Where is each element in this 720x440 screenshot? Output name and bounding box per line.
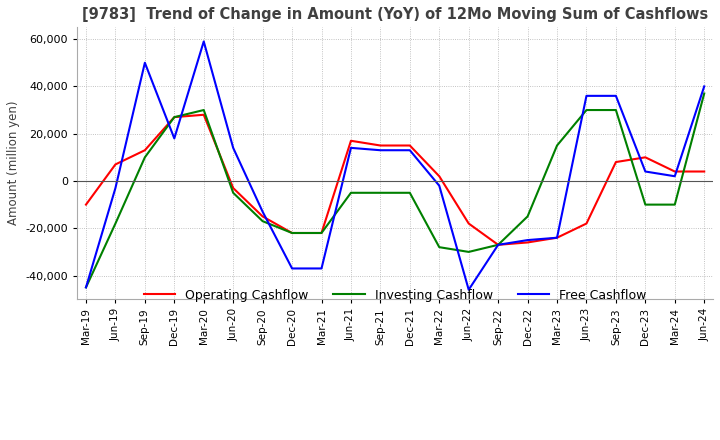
Investing Cashflow (494, 242, 503, 247)
Free Cashflow (376, 147, 384, 153)
Operating Cashflow (405, 143, 414, 148)
Investing Cashflow (376, 190, 384, 195)
Operating Cashflow (376, 143, 384, 148)
Free Cashflow (700, 84, 708, 89)
Investing Cashflow (258, 219, 267, 224)
Investing Cashflow (170, 114, 179, 120)
Line: Operating Cashflow: Operating Cashflow (86, 115, 704, 245)
Operating Cashflow (670, 169, 679, 174)
Investing Cashflow (523, 214, 532, 219)
Free Cashflow (523, 238, 532, 243)
Operating Cashflow (435, 174, 444, 179)
Free Cashflow (81, 285, 90, 290)
Y-axis label: Amount (million yen): Amount (million yen) (7, 101, 20, 225)
Free Cashflow (582, 93, 591, 99)
Operating Cashflow (464, 221, 473, 226)
Operating Cashflow (553, 235, 562, 240)
Investing Cashflow (199, 107, 208, 113)
Operating Cashflow (170, 114, 179, 120)
Title: [9783]  Trend of Change in Amount (YoY) of 12Mo Moving Sum of Cashflows: [9783] Trend of Change in Amount (YoY) o… (82, 7, 708, 22)
Free Cashflow (405, 147, 414, 153)
Operating Cashflow (258, 214, 267, 219)
Operating Cashflow (494, 242, 503, 247)
Free Cashflow (170, 136, 179, 141)
Line: Free Cashflow: Free Cashflow (86, 41, 704, 290)
Free Cashflow (111, 185, 120, 191)
Operating Cashflow (318, 231, 326, 236)
Investing Cashflow (229, 190, 238, 195)
Investing Cashflow (111, 221, 120, 226)
Operating Cashflow (81, 202, 90, 207)
Operating Cashflow (346, 138, 355, 143)
Legend: Operating Cashflow, Investing Cashflow, Free Cashflow: Operating Cashflow, Investing Cashflow, … (139, 283, 652, 307)
Investing Cashflow (81, 285, 90, 290)
Investing Cashflow (435, 245, 444, 250)
Operating Cashflow (229, 185, 238, 191)
Free Cashflow (318, 266, 326, 271)
Free Cashflow (641, 169, 649, 174)
Operating Cashflow (611, 159, 620, 165)
Investing Cashflow (464, 249, 473, 255)
Investing Cashflow (405, 190, 414, 195)
Investing Cashflow (553, 143, 562, 148)
Investing Cashflow (140, 155, 149, 160)
Free Cashflow (288, 266, 297, 271)
Operating Cashflow (700, 169, 708, 174)
Operating Cashflow (199, 112, 208, 117)
Operating Cashflow (641, 155, 649, 160)
Investing Cashflow (346, 190, 355, 195)
Investing Cashflow (611, 107, 620, 113)
Free Cashflow (346, 145, 355, 150)
Free Cashflow (553, 235, 562, 240)
Operating Cashflow (523, 240, 532, 245)
Investing Cashflow (670, 202, 679, 207)
Free Cashflow (494, 242, 503, 247)
Investing Cashflow (288, 231, 297, 236)
Investing Cashflow (582, 107, 591, 113)
Operating Cashflow (288, 231, 297, 236)
Free Cashflow (670, 174, 679, 179)
Operating Cashflow (140, 147, 149, 153)
Free Cashflow (199, 39, 208, 44)
Free Cashflow (464, 287, 473, 293)
Free Cashflow (435, 183, 444, 188)
Free Cashflow (611, 93, 620, 99)
Free Cashflow (229, 145, 238, 150)
Operating Cashflow (582, 221, 591, 226)
Investing Cashflow (700, 91, 708, 96)
Investing Cashflow (318, 231, 326, 236)
Line: Investing Cashflow: Investing Cashflow (86, 93, 704, 287)
Free Cashflow (140, 60, 149, 66)
Investing Cashflow (641, 202, 649, 207)
Free Cashflow (258, 209, 267, 214)
Operating Cashflow (111, 162, 120, 167)
